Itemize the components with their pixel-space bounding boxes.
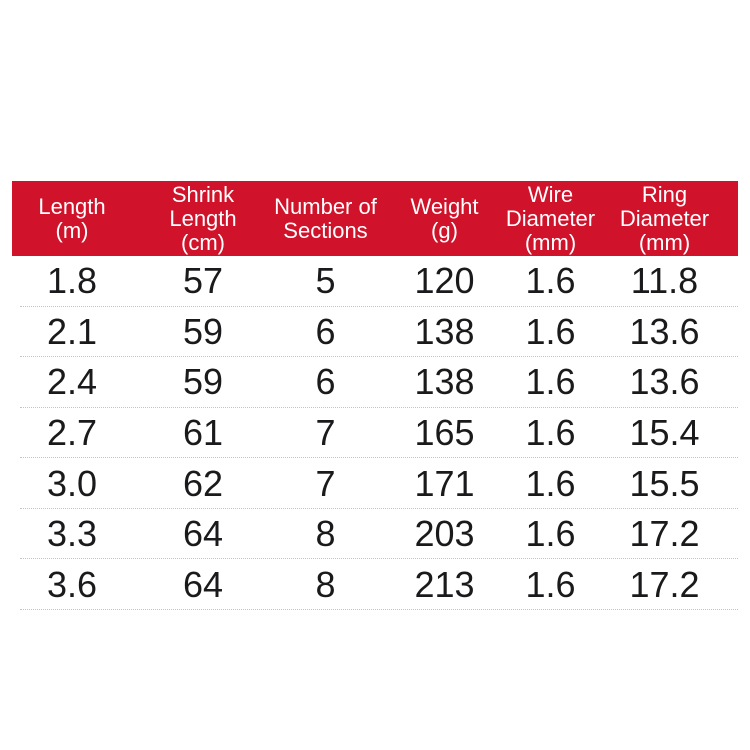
cell-shrink-length-cm: 64 [182, 563, 224, 605]
cell-number-of-sections: 8 [315, 563, 336, 605]
cell-weight-g: 138 [414, 361, 475, 403]
spec-table-header: Length (m) Shrink Length (cm) Number of Sectio… [12, 181, 738, 256]
cell-wire-diameter-mm: 1.6 [525, 310, 576, 352]
header-label-line: (mm) [524, 229, 577, 255]
cell-length-m: 2.1 [46, 310, 98, 352]
cell-number-of-sections: 6 [315, 361, 336, 403]
header-label-line: (mm) [638, 229, 691, 255]
cell-weight-g: 138 [414, 310, 475, 352]
cell-shrink-length-cm: 64 [182, 513, 224, 555]
spec-table: Length (m) Shrink Length (cm) Number of Sectio… [12, 181, 738, 610]
cell-length-m: 1.8 [46, 260, 98, 302]
header-cell-wire-diameter-mm: Wire Diameter (mm) [496, 181, 605, 256]
cell-shrink-length-cm: 59 [182, 310, 224, 352]
header-label-line: (g) [431, 217, 458, 243]
header-label-line: Shrink [171, 181, 235, 207]
cell-number-of-sections: 7 [315, 462, 336, 504]
cell-wire-diameter-mm: 1.6 [525, 563, 576, 605]
cell-shrink-length-cm: 59 [182, 361, 224, 403]
table-row: 2.4 59 6 138 1.6 13.6 [12, 357, 738, 408]
cell-ring-diameter-mm: 17.2 [629, 563, 700, 605]
header-label-line: Number of [274, 193, 377, 219]
cell-number-of-sections: 6 [315, 310, 336, 352]
cell-weight-g: 120 [414, 260, 475, 302]
cell-shrink-length-cm: 62 [182, 462, 224, 504]
cell-weight-g: 213 [414, 563, 475, 605]
cell-length-m: 3.6 [46, 563, 98, 605]
cell-ring-diameter-mm: 13.6 [629, 310, 700, 352]
cell-weight-g: 203 [414, 513, 475, 555]
header-label-line: (m) [55, 217, 89, 243]
cell-length-m: 3.0 [46, 462, 98, 504]
header-label-line: Diameter [619, 205, 710, 231]
header-cell-weight-g: Weight (g) [385, 181, 496, 256]
cell-weight-g: 165 [414, 411, 475, 453]
cell-shrink-length-cm: 57 [182, 260, 224, 302]
header-label-line: Length [169, 205, 237, 231]
header-label-line: (cm) [181, 229, 225, 255]
cell-ring-diameter-mm: 11.8 [630, 260, 699, 302]
cell-number-of-sections: 5 [315, 260, 336, 302]
cell-number-of-sections: 8 [315, 513, 336, 555]
cell-length-m: 3.3 [46, 513, 98, 555]
cell-ring-diameter-mm: 17.2 [629, 513, 700, 555]
table-row: 3.3 64 8 203 1.6 17.2 [12, 509, 738, 560]
header-cell-shrink-length-cm: Shrink Length (cm) [140, 181, 266, 256]
header-label-line: Diameter [505, 205, 596, 231]
cell-wire-diameter-mm: 1.6 [525, 513, 576, 555]
header-label-line: Wire [527, 181, 574, 207]
cell-wire-diameter-mm: 1.6 [525, 260, 576, 302]
table-row: 2.7 61 7 165 1.6 15.4 [12, 408, 738, 459]
cell-wire-diameter-mm: 1.6 [525, 361, 576, 403]
cell-length-m: 2.7 [46, 411, 98, 453]
cell-shrink-length-cm: 61 [182, 411, 224, 453]
header-cell-number-of-sections: Number of Sections [266, 181, 385, 256]
header-label-line: Weight [410, 193, 479, 219]
cell-wire-diameter-mm: 1.6 [525, 411, 576, 453]
cell-length-m: 2.4 [46, 361, 98, 403]
cell-ring-diameter-mm: 13.6 [629, 361, 700, 403]
table-row: 3.6 64 8 213 1.6 17.2 [12, 559, 738, 610]
table-row: 3.0 62 7 171 1.6 15.5 [12, 458, 738, 509]
header-cell-length-m: Length (m) [12, 181, 140, 256]
table-row: 2.1 59 6 138 1.6 13.6 [12, 307, 738, 358]
header-label-line: Length [38, 193, 106, 219]
table-row: 1.8 57 5 120 1.6 11.8 [12, 256, 738, 307]
spec-table-body: 1.8 57 5 120 1.6 11.8 2.1 59 6 138 1.6 13.6 2.4 59 6 13… [12, 256, 738, 610]
header-cell-ring-diameter-mm: Ring Diameter (mm) [605, 181, 738, 256]
cell-ring-diameter-mm: 15.5 [629, 462, 700, 504]
cell-wire-diameter-mm: 1.6 [525, 462, 576, 504]
header-label-line: Ring [641, 181, 688, 207]
cell-weight-g: 171 [414, 462, 475, 504]
cell-ring-diameter-mm: 15.4 [629, 411, 700, 453]
header-label-line: Sections [283, 217, 368, 243]
cell-number-of-sections: 7 [315, 411, 336, 453]
